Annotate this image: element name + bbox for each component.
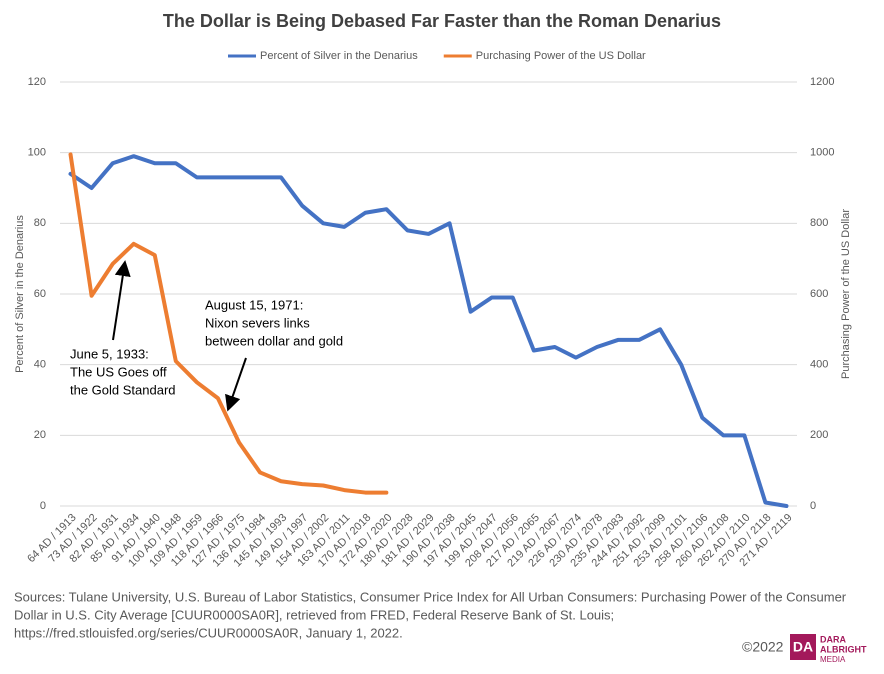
logo: DA: [793, 639, 813, 655]
y-axis-label: Percent of Silver in the Denarius: [14, 215, 26, 373]
annotation: Nixon severs links: [205, 315, 310, 330]
legend-label: Percent of Silver in the Denarius: [260, 50, 418, 62]
y2-tick-label: 0: [810, 500, 816, 512]
y-tick-label: 60: [34, 288, 46, 300]
legend-label: Purchasing Power of the US Dollar: [476, 50, 646, 62]
source: https://fred.stlouisfed.org/series/CUUR0…: [14, 625, 403, 640]
source: Sources: Tulane University, U.S. Bureau …: [14, 589, 847, 604]
logo-mark: [790, 634, 816, 660]
y-tick-label: 100: [28, 147, 46, 159]
copyright: ©2022: [742, 639, 784, 655]
annotation: August 15, 1971:: [205, 297, 303, 312]
y-tick-label: 120: [28, 76, 46, 88]
logo: DARA: [820, 634, 846, 644]
chart-title: The Dollar is Being Debased Far Faster t…: [163, 11, 721, 31]
series-line: [68, 154, 789, 508]
y2-tick-label: 600: [810, 288, 828, 300]
y-tick-label: 40: [34, 359, 46, 371]
annotation: The US Goes off: [70, 364, 167, 379]
y2-tick-label: 1000: [810, 147, 834, 159]
y2-tick-label: 200: [810, 429, 828, 441]
y-tick-label: 80: [34, 217, 46, 229]
y2-axis-label: Purchasing Power of the US Dollar: [840, 209, 852, 379]
logo: MEDIA: [820, 655, 846, 664]
source: Dollar in U.S. City Average [CUUR0000SA0…: [14, 607, 614, 622]
annotation: June 5, 1933:: [70, 346, 149, 361]
y2-tick-label: 400: [810, 359, 828, 371]
logo: ALBRIGHT: [820, 644, 867, 654]
y-tick-label: 0: [40, 500, 46, 512]
annotation-arrow: [112, 260, 131, 341]
annotation-arrow: [225, 357, 247, 412]
annotation: between dollar and gold: [205, 333, 343, 348]
y2-tick-label: 800: [810, 217, 828, 229]
annotation: the Gold Standard: [70, 382, 176, 397]
y-tick-label: 20: [34, 429, 46, 441]
y2-tick-label: 1200: [810, 76, 834, 88]
series-line: [68, 152, 389, 495]
